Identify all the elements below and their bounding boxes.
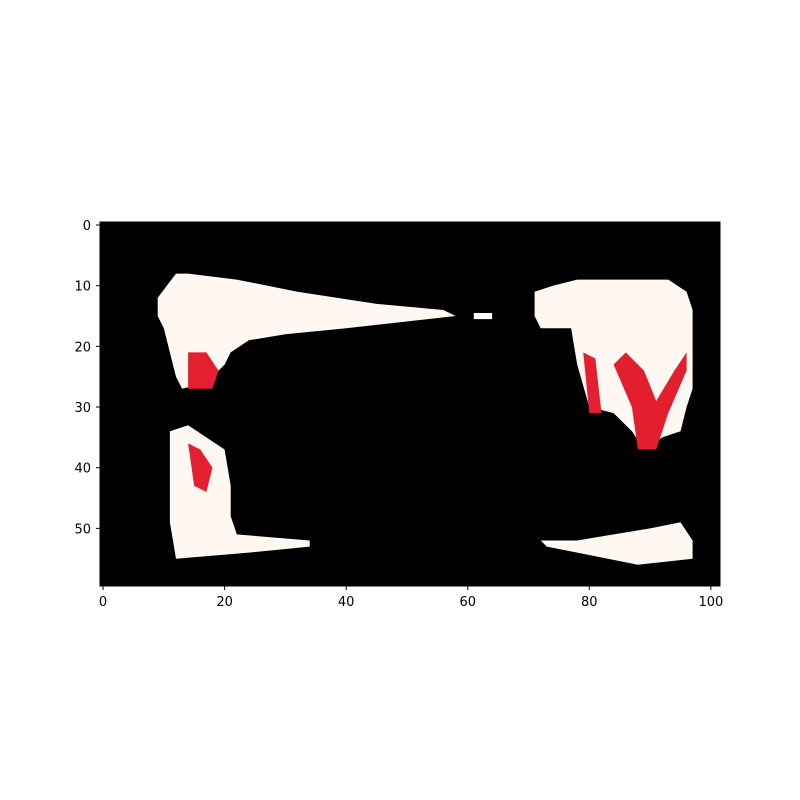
x-axis: 0 20 40 60 80 100 [99, 586, 723, 610]
x-tick-label: 80 [581, 595, 598, 610]
x-tick-label: 100 [698, 595, 723, 610]
y-tick-label: 30 [74, 401, 91, 416]
heatmap-regions [157, 273, 693, 565]
heatmap-region-top-right-red-v [613, 352, 687, 450]
heatmap-region-top-left [157, 273, 456, 389]
y-tick-label: 20 [74, 340, 91, 355]
y-tick-label: 40 [74, 462, 91, 477]
heatmap-region-top-center-dash [473, 313, 493, 320]
heatmap-region-top-right-red-left [583, 352, 602, 414]
heatmap-region-top-left-red [188, 352, 219, 389]
heatmap-region-bottom-left-red [188, 443, 213, 492]
x-tick-label: 60 [459, 595, 476, 610]
y-tick-label: 50 [74, 522, 91, 537]
plot-frame [99, 221, 721, 587]
y-tick-label: 10 [74, 280, 91, 295]
heatmap-region-bottom-right [540, 522, 693, 565]
x-tick-label: 40 [338, 595, 355, 610]
x-tick-label: 20 [216, 595, 233, 610]
y-axis: 0 10 20 30 40 50 [74, 219, 100, 537]
x-tick-label: 0 [99, 595, 107, 610]
y-tick-label: 0 [83, 219, 91, 234]
